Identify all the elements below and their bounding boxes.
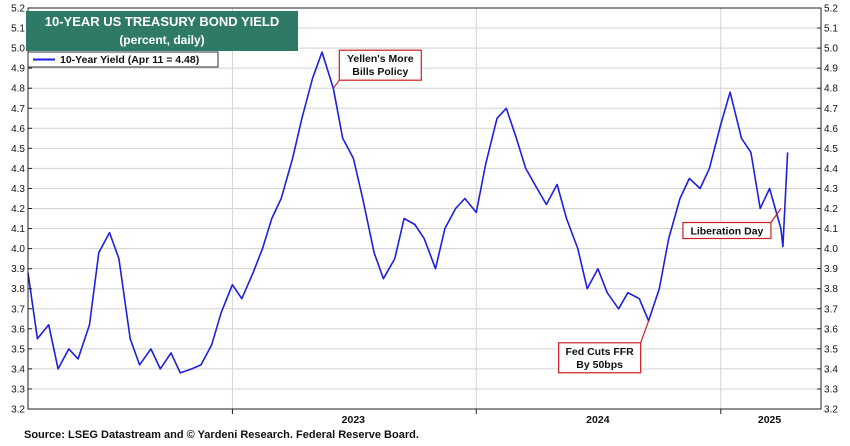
legend: 10-Year Yield (Apr 11 = 4.48)	[27, 51, 219, 68]
annotation-callout: Liberation Day	[682, 208, 782, 240]
y-tick-label-left: 3.2	[11, 405, 25, 416]
title-background	[26, 11, 298, 51]
y-tick-label-left: 4.5	[11, 144, 25, 155]
x-tick-label: 2023	[342, 414, 366, 426]
x-tick-label: 2025	[758, 414, 782, 426]
annotation-text: By 50bps	[576, 359, 623, 371]
y-tick-label-left: 5.1	[11, 24, 25, 35]
legend-box	[27, 51, 219, 68]
annotation-text: Yellen's More	[347, 53, 414, 65]
y-tick-label-left: 4.3	[11, 184, 25, 195]
y-tick-label-right: 4.0	[824, 244, 838, 255]
axis-layer: 3.2 3.2 3.3 3.3 3.4 3.4 3.5 3.5 3.6 3.6 3.7 3.7 3.8 3…	[11, 4, 838, 427]
y-tick-label-left: 3.4	[11, 364, 25, 375]
y-tick-label-left: 4.0	[11, 244, 25, 255]
y-tick-label-right: 3.4	[824, 364, 838, 375]
y-tick-label-right: 4.5	[824, 144, 838, 155]
chart-title: 10-YEAR US TREASURY BOND YIELD	[45, 14, 280, 29]
annotation-text: Bills Policy	[352, 66, 408, 78]
annotation-leader	[770, 208, 782, 223]
y-tick-label-right: 3.2	[824, 405, 838, 416]
annotation-box	[558, 342, 642, 374]
chart-subtitle: (percent, daily)	[119, 33, 204, 47]
yield-chart: 3.2 3.2 3.3 3.3 3.4 3.4 3.5 3.5 3.6 3.6 3.7 3.7 3.8 3…	[11, 4, 838, 427]
y-tick-label-left: 3.3	[11, 384, 25, 395]
y-tick-label-right: 4.6	[824, 124, 838, 135]
y-tick-label-right: 3.5	[824, 344, 838, 355]
annotation-leader	[332, 79, 340, 89]
y-tick-label-right: 3.7	[824, 304, 838, 315]
y-tick-label-right: 4.9	[824, 64, 838, 75]
y-tick-label-left: 3.7	[11, 304, 25, 315]
title-box: 10-YEAR US TREASURY BOND YIELD (percent,…	[26, 11, 298, 51]
y-tick-label-left: 3.8	[11, 284, 25, 295]
annotation-text: Fed Cuts FFR	[566, 346, 635, 358]
y-tick-label-right: 3.8	[824, 284, 838, 295]
y-tick-label-left: 5.2	[11, 4, 25, 15]
y-tick-label-left: 4.9	[11, 64, 25, 75]
source-note: Source: LSEG Datastream and © Yardeni Re…	[24, 429, 419, 441]
grid-layer	[28, 7, 821, 410]
y-tick-label-right: 4.4	[824, 164, 838, 175]
y-tick-label-right: 4.7	[824, 104, 838, 115]
y-tick-label-left: 4.1	[11, 224, 25, 235]
y-tick-label-right: 3.6	[824, 324, 838, 335]
y-tick-label-right: 4.2	[824, 204, 838, 215]
y-tick-label-right: 3.9	[824, 264, 838, 275]
y-tick-label-right: 5.2	[824, 4, 838, 15]
y-tick-label-left: 3.6	[11, 324, 25, 335]
legend-label: 10-Year Yield (Apr 11 = 4.48)	[60, 54, 199, 66]
y-tick-label-left: 4.8	[11, 84, 25, 95]
y-tick-label-left: 4.4	[11, 164, 25, 175]
y-tick-label-right: 5.1	[824, 24, 838, 35]
y-tick-label-right: 4.8	[824, 84, 838, 95]
y-tick-label-right: 4.3	[824, 184, 838, 195]
annotation-box	[682, 221, 772, 240]
y-tick-label-left: 3.5	[11, 344, 25, 355]
annotation-box	[338, 49, 422, 81]
y-tick-label-left: 3.9	[11, 264, 25, 275]
y-tick-label-right: 5.0	[824, 44, 838, 55]
y-tick-label-left: 5.0	[11, 44, 25, 55]
x-tick-label: 2024	[586, 414, 610, 426]
y-tick-label-left: 4.2	[11, 204, 25, 215]
annotation-leader	[640, 320, 650, 343]
annotation-text: Liberation Day	[690, 226, 763, 238]
y-tick-label-left: 4.7	[11, 104, 25, 115]
series-layer	[27, 51, 789, 374]
yield-series-line	[27, 51, 789, 374]
y-tick-label-left: 4.6	[11, 124, 25, 135]
y-tick-label-right: 4.1	[824, 224, 838, 235]
y-tick-label-right: 3.3	[824, 384, 838, 395]
